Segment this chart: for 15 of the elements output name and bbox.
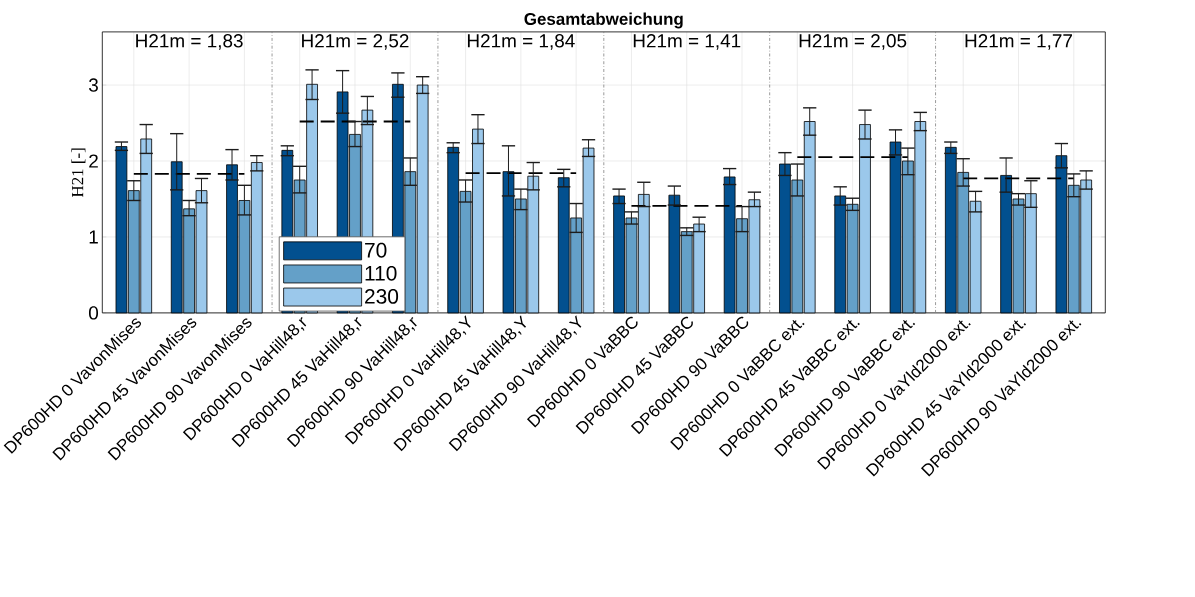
y-tick-label: 0	[88, 306, 99, 320]
annotation: H21m = 2,52	[302, 34, 409, 50]
legend-label: 70	[365, 242, 387, 258]
y-axis-title: H21 [-]	[71, 148, 86, 198]
y-tick-label: 1	[89, 230, 98, 244]
annotation: H21m = 1,41	[633, 34, 741, 50]
chart-title: Gesamtabweichung	[524, 12, 683, 29]
annotation: H21m = 1,77	[965, 34, 1072, 50]
y-tick-label: 2	[89, 154, 98, 168]
legend-label: 230	[365, 288, 399, 304]
annotation: H21m = 1,84	[467, 34, 575, 50]
y-tick-label: 3	[88, 78, 98, 92]
annotation: H21m = 2,05	[799, 34, 907, 50]
annotation: H21m = 1,83	[136, 34, 243, 50]
legend-label: 110	[365, 265, 397, 281]
